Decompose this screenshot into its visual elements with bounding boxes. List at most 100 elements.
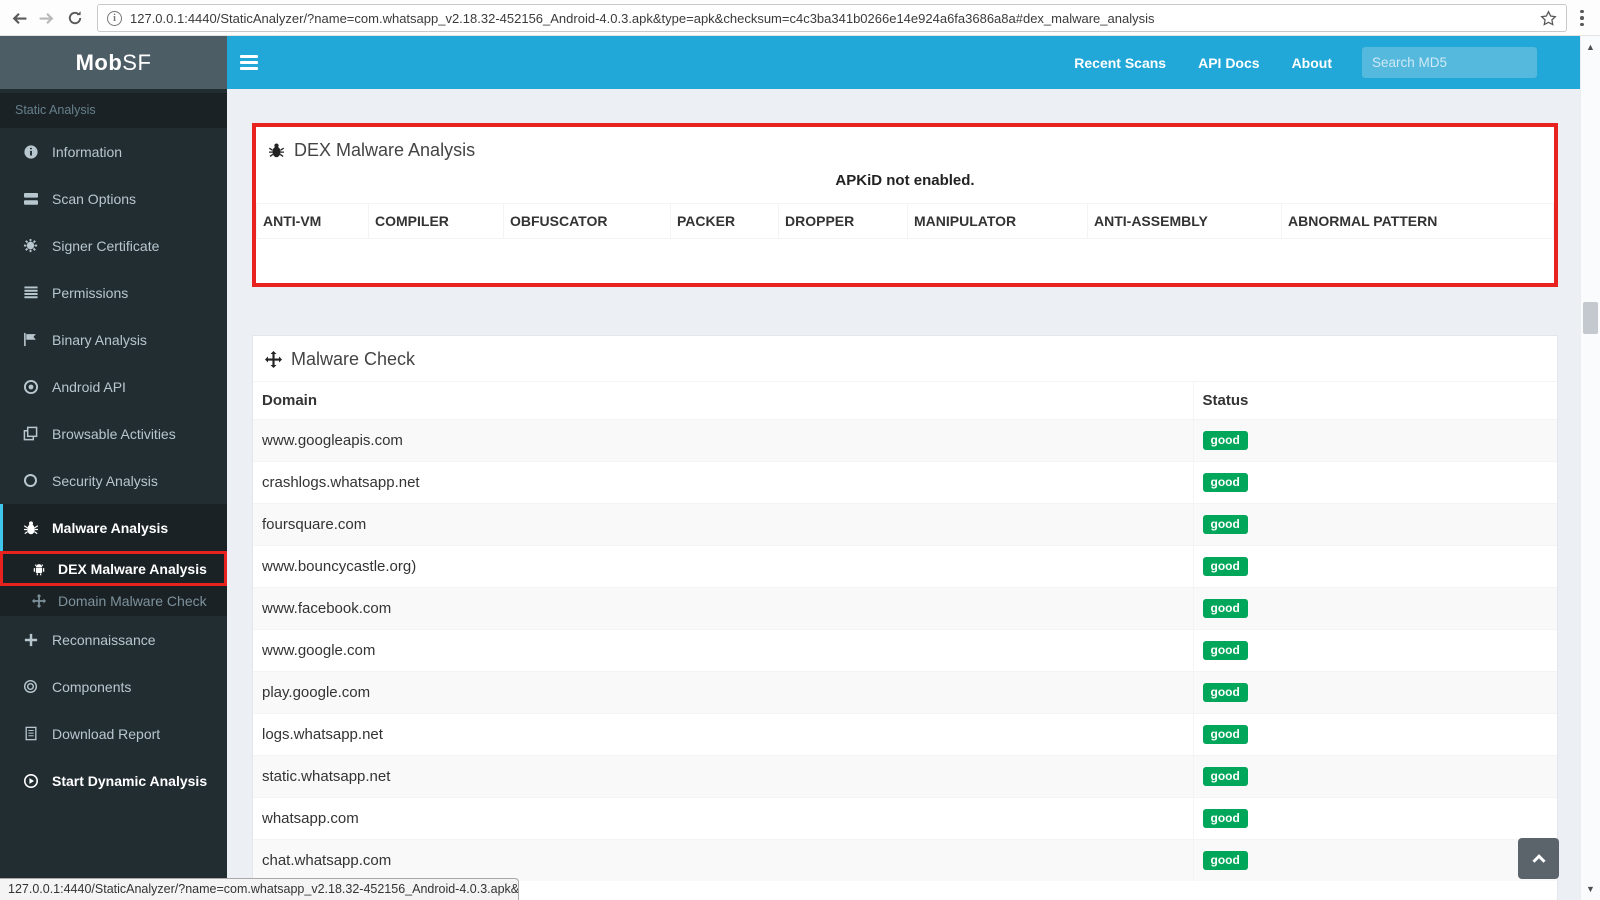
browser-menu-icon[interactable] <box>1574 7 1590 29</box>
sidebar-item-download-report[interactable]: Download Report <box>0 710 227 757</box>
scrollbar-up-icon[interactable]: ▲ <box>1586 42 1595 52</box>
sidebar-item-domain-malware-check[interactable]: Domain Malware Check <box>0 586 227 616</box>
main-content: DEX Malware Analysis APKiD not enabled. … <box>227 89 1580 900</box>
dex-section-title-row: DEX Malware Analysis <box>256 127 1554 161</box>
status-badge: good <box>1202 683 1248 702</box>
page-info-icon[interactable]: i <box>107 10 122 26</box>
sidebar-item-reconnaissance[interactable]: Reconnaissance <box>0 616 227 663</box>
sidebar-item-security-analysis[interactable]: Security Analysis <box>0 457 227 504</box>
status-badge: good <box>1202 431 1248 450</box>
table-row: crashlogs.whatsapp.net good <box>253 461 1557 504</box>
table-row: www.googleapis.com good <box>253 419 1557 462</box>
domain-cell: logs.whatsapp.net <box>253 713 1193 756</box>
refresh-icon[interactable] <box>62 5 88 31</box>
sidebar-item-browsable-activities[interactable]: Browsable Activities <box>0 410 227 457</box>
url-bar[interactable]: i 127.0.0.1:4440/StaticAnalyzer/?name=co… <box>97 4 1567 32</box>
domain-cell: static.whatsapp.net <box>253 755 1193 798</box>
domain-cell: www.googleapis.com <box>253 419 1193 462</box>
column-header: COMPILER <box>368 203 504 239</box>
domain-cell: www.bouncycastle.org) <box>253 545 1193 588</box>
status-badge: good <box>1202 767 1248 786</box>
mobsf-logo[interactable]: Mob SF <box>0 36 227 89</box>
sidebar-item-permissions[interactable]: Permissions <box>0 269 227 316</box>
status-badge: good <box>1202 641 1248 660</box>
status-badge: good <box>1202 599 1248 618</box>
column-header-domain: Domain <box>253 381 1193 420</box>
dot-circle-icon <box>22 379 39 395</box>
status-badge: good <box>1202 851 1248 870</box>
scroll-to-top-button[interactable] <box>1518 838 1559 879</box>
bullseye-icon <box>22 679 39 694</box>
nav-about[interactable]: About <box>1291 54 1332 71</box>
sidebar-item-dex-malware-analysis[interactable]: DEX Malware Analysis <box>0 551 227 586</box>
sidebar-item-malware-analysis[interactable]: Malware Analysis <box>0 504 227 551</box>
nav-recent-scans[interactable]: Recent Scans <box>1074 54 1167 71</box>
sidebar-item-signer-certificate[interactable]: Signer Certificate <box>0 222 227 269</box>
scrollbar-thumb[interactable] <box>1583 302 1598 334</box>
domain-status-table: Domain Status www.googleapis.com good cra… <box>253 381 1557 881</box>
status-badge: good <box>1202 809 1248 828</box>
status-badge: good <box>1202 725 1248 744</box>
dex-malware-analysis-section: DEX Malware Analysis APKiD not enabled. … <box>252 123 1558 287</box>
plus-icon <box>22 633 39 647</box>
scrollbar-down-icon[interactable]: ▼ <box>1586 884 1595 894</box>
status-badge: good <box>1202 473 1248 492</box>
table-row: www.bouncycastle.org) good <box>253 545 1557 588</box>
bug-icon <box>22 520 39 536</box>
column-header: ANTI-ASSEMBLY <box>1087 203 1282 239</box>
forward-icon[interactable] <box>33 5 59 31</box>
column-header: ABNORMAL PATTERN <box>1281 203 1554 239</box>
top-navbar: Recent Scans API Docs About <box>227 36 1580 89</box>
sidebar-item-scan-options[interactable]: Scan Options <box>0 175 227 222</box>
malware-check-section: Malware Check Domain Status www.googleap… <box>252 335 1558 900</box>
malware-check-title-row: Malware Check <box>253 336 1557 370</box>
domain-cell: play.google.com <box>253 671 1193 714</box>
back-icon[interactable] <box>6 5 32 31</box>
apkid-status-message: APKiD not enabled. <box>835 172 975 189</box>
table-row: www.facebook.com good <box>253 587 1557 630</box>
bookmark-star-icon[interactable] <box>1540 9 1557 27</box>
sidebar-item-components[interactable]: Components <box>0 663 227 710</box>
table-row: whatsapp.com good <box>253 797 1557 840</box>
info-icon <box>22 144 39 160</box>
search-md5-input[interactable] <box>1362 47 1537 78</box>
gear-icon <box>22 238 39 253</box>
sidebar-item-start-dynamic-analysis[interactable]: Start Dynamic Analysis <box>0 757 227 804</box>
sidebar-item-information[interactable]: Information <box>0 128 227 175</box>
domain-cell: foursquare.com <box>253 503 1193 546</box>
table-row: static.whatsapp.net good <box>253 755 1557 798</box>
apkid-results-table: ANTI-VM COMPILER OBFUSCATOR PACKER DROPP… <box>256 203 1554 239</box>
report-icon <box>22 726 39 741</box>
list-icon <box>22 285 39 300</box>
column-header: DROPPER <box>778 203 908 239</box>
nav-api-docs[interactable]: API Docs <box>1198 54 1260 71</box>
sidebar-toggle-icon[interactable] <box>227 36 271 89</box>
browser-scrollbar[interactable]: ▲ ▼ <box>1580 36 1600 900</box>
column-header: MANIPULATOR <box>907 203 1088 239</box>
domain-cell: crashlogs.whatsapp.net <box>253 461 1193 504</box>
sidebar-section-label: Static Analysis <box>0 93 227 128</box>
sidebar-item-android-api[interactable]: Android API <box>0 363 227 410</box>
status-badge: good <box>1202 515 1248 534</box>
table-row: foursquare.com good <box>253 503 1557 546</box>
chevron-up-icon <box>1531 853 1546 863</box>
clone-icon <box>22 426 39 441</box>
domain-cell: chat.whatsapp.com <box>253 839 1193 881</box>
sidebar-item-binary-analysis[interactable]: Binary Analysis <box>0 316 227 363</box>
sidebar: Mob SF Static Analysis Information Scan O… <box>0 36 227 900</box>
table-row: chat.whatsapp.com good <box>253 839 1557 881</box>
malware-check-title: Malware Check <box>291 349 416 369</box>
flag-icon <box>22 332 39 347</box>
link-preview-status-bar: 127.0.0.1:4440/StaticAnalyzer/?name=com.… <box>0 878 519 900</box>
table-row: logs.whatsapp.net good <box>253 713 1557 756</box>
dex-section-title: DEX Malware Analysis <box>294 140 476 160</box>
android-icon <box>30 562 47 576</box>
url-text: 127.0.0.1:4440/StaticAnalyzer/?name=com.… <box>130 10 1155 26</box>
status-badge: good <box>1202 557 1248 576</box>
domain-cell: www.google.com <box>253 629 1193 672</box>
table-row: www.google.com good <box>253 629 1557 672</box>
play-circle-icon <box>22 773 39 789</box>
column-header: OBFUSCATOR <box>503 203 671 239</box>
arrows-icon <box>265 351 282 368</box>
